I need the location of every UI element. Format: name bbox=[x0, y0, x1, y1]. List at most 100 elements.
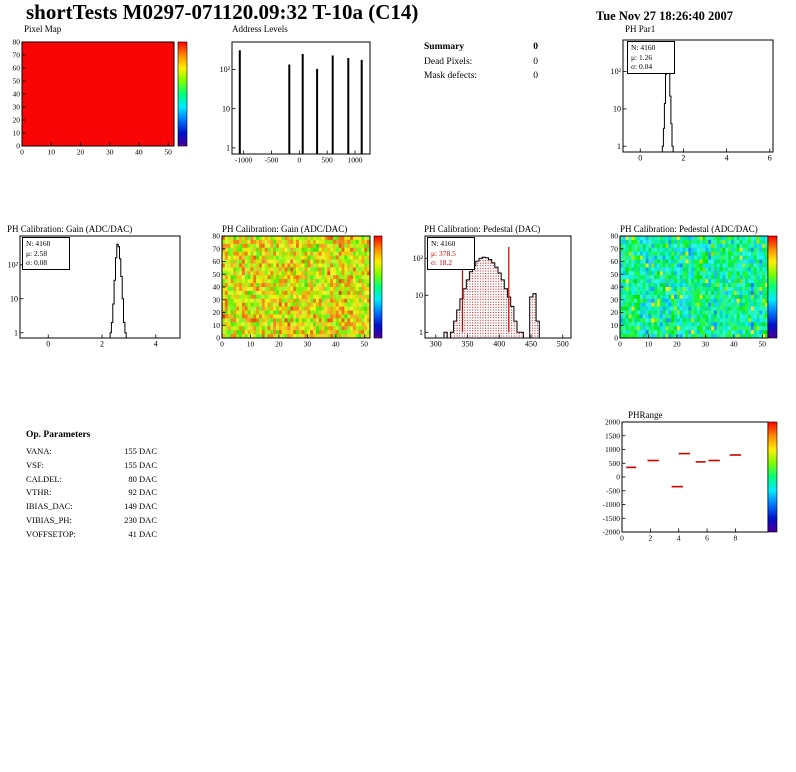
svg-text:0: 0 bbox=[638, 154, 642, 163]
svg-text:10²: 10² bbox=[8, 260, 19, 269]
svg-text:30: 30 bbox=[106, 148, 114, 157]
op-param-value: 80 DAC bbox=[128, 473, 157, 484]
svg-text:0: 0 bbox=[220, 340, 224, 349]
svg-text:6: 6 bbox=[705, 534, 709, 543]
op-parameters-title: Op. Parameters bbox=[26, 430, 91, 440]
svg-text:10: 10 bbox=[611, 321, 619, 330]
stats-box: N: 4160 μ: 1.26 σ: 0.04 bbox=[627, 41, 675, 74]
panel-ph-range: PHRange 0 2 4 6 8 2000 1500 1000 500 0 -500 -1000 -1… bbox=[586, 406, 796, 546]
op-param-label: VSF: bbox=[26, 459, 44, 470]
svg-text:-1000: -1000 bbox=[603, 500, 621, 509]
panel-pedestal-map: PH Calibration: Pedestal (ADC/DAC) 0 10 20… bbox=[600, 218, 796, 360]
summary-row: Mask defects: 0 bbox=[424, 71, 538, 81]
svg-text:4: 4 bbox=[677, 534, 681, 543]
stats-line: μ: 1.26 bbox=[631, 52, 653, 62]
svg-text:20: 20 bbox=[275, 340, 283, 349]
svg-text:10: 10 bbox=[13, 129, 21, 138]
op-param-label: IBIAS_DAC: bbox=[26, 501, 73, 512]
op-param-row: VIBIAS_PH: 230 DAC bbox=[26, 515, 157, 525]
svg-text:500: 500 bbox=[322, 156, 334, 165]
summary-row: Dead Pixels: 0 bbox=[424, 57, 538, 67]
svg-text:350: 350 bbox=[462, 340, 474, 349]
svg-text:0: 0 bbox=[620, 534, 624, 543]
svg-text:10: 10 bbox=[247, 340, 255, 349]
svg-text:10: 10 bbox=[10, 294, 18, 303]
svg-text:0: 0 bbox=[216, 334, 220, 343]
op-param-value: 230 DAC bbox=[124, 514, 157, 525]
svg-text:30: 30 bbox=[611, 295, 619, 304]
svg-text:0: 0 bbox=[614, 334, 618, 343]
op-param-row: VOFFSETOP: 41 DAC bbox=[26, 529, 157, 539]
svg-text:10: 10 bbox=[47, 148, 55, 157]
svg-text:0: 0 bbox=[46, 340, 50, 349]
svg-text:70: 70 bbox=[611, 244, 619, 253]
stats-line: N: 4160 bbox=[26, 239, 51, 248]
svg-text:0: 0 bbox=[618, 340, 622, 349]
svg-text:4: 4 bbox=[154, 340, 158, 349]
svg-text:70: 70 bbox=[213, 244, 221, 253]
gain-hist-chart: 0 2 4 1 10 10² bbox=[8, 235, 181, 349]
svg-text:0: 0 bbox=[16, 142, 20, 151]
svg-text:40: 40 bbox=[135, 148, 143, 157]
op-param-value: 155 DAC bbox=[124, 459, 157, 470]
svg-text:-500: -500 bbox=[606, 486, 620, 495]
svg-text:80: 80 bbox=[611, 232, 619, 241]
svg-text:60: 60 bbox=[213, 257, 221, 266]
stats-line: σ: 0.08 bbox=[26, 258, 48, 267]
svg-text:20: 20 bbox=[213, 308, 221, 317]
svg-text:10²: 10² bbox=[413, 254, 424, 263]
panel-address-levels: Address Levels -1000 -500 0 500 1000 1 10 10² bbox=[214, 22, 376, 172]
svg-text:10: 10 bbox=[645, 340, 653, 349]
svg-text:0: 0 bbox=[20, 148, 24, 157]
op-param-label: VTHR: bbox=[26, 487, 52, 498]
svg-text:4: 4 bbox=[725, 154, 729, 163]
summary-header-row: Summary 0 bbox=[424, 42, 538, 52]
svg-text:40: 40 bbox=[611, 283, 619, 292]
svg-text:1000: 1000 bbox=[605, 445, 620, 454]
op-param-row: CALDEL: 80 DAC bbox=[26, 474, 157, 484]
pixel-map-chart: 0 10 20 30 40 50 0 10 20 30 40 50 60 70 80 bbox=[13, 38, 188, 157]
svg-text:2: 2 bbox=[648, 534, 652, 543]
svg-text:500: 500 bbox=[609, 459, 621, 468]
svg-text:1000: 1000 bbox=[347, 156, 362, 165]
svg-text:10²: 10² bbox=[220, 65, 231, 74]
op-param-label: VIBIAS_PH: bbox=[26, 514, 72, 525]
svg-text:1500: 1500 bbox=[605, 431, 620, 440]
svg-text:20: 20 bbox=[77, 148, 85, 157]
svg-text:-500: -500 bbox=[265, 156, 279, 165]
gain-map-chart: 0 10 20 30 40 50 0 10 20 30 40 50 60 70 80 bbox=[213, 232, 383, 349]
panel-pixel-map: Pixel Map 0 10 20 30 40 50 0 10 20 30 40 50 60 70 80 bbox=[2, 22, 202, 168]
page-title: shortTests M0297-071120.09:32 T-10a (C14… bbox=[26, 0, 419, 24]
svg-text:70: 70 bbox=[13, 51, 21, 60]
svg-text:60: 60 bbox=[13, 64, 21, 73]
chart-title: PH Par1 bbox=[625, 24, 656, 34]
panel-ph-par1: PH Par1 0 2 4 6 1 10 10² N: 4160 μ: 1.26 σ: 0.… bbox=[606, 22, 796, 170]
chart-title: Pixel Map bbox=[24, 24, 62, 34]
summary-total-value: 0 bbox=[533, 42, 538, 52]
summary-block: Summary 0 Dead Pixels: 0 Mask defects: 0 bbox=[424, 42, 538, 86]
stats-line: μ: 2.58 bbox=[26, 248, 48, 258]
op-param-label: CALDEL: bbox=[26, 473, 62, 484]
op-param-value: 41 DAC bbox=[128, 528, 157, 539]
svg-text:10²: 10² bbox=[611, 67, 622, 76]
stats-line: N: 4160 bbox=[431, 239, 456, 248]
svg-text:50: 50 bbox=[13, 77, 21, 86]
svg-text:1: 1 bbox=[617, 142, 621, 151]
chart-title: Address Levels bbox=[232, 24, 288, 34]
stats-box: N: 4160 μ: 2.58 σ: 0.08 bbox=[22, 237, 70, 270]
op-param-label: VANA: bbox=[26, 446, 52, 456]
chart-title: PH Calibration: Gain (ADC/DAC) bbox=[222, 224, 348, 234]
svg-text:40: 40 bbox=[13, 90, 21, 99]
svg-text:20: 20 bbox=[611, 308, 619, 317]
summary-row-label: Mask defects: bbox=[424, 71, 478, 81]
summary-title: Summary bbox=[424, 42, 465, 52]
svg-text:-2000: -2000 bbox=[603, 528, 621, 537]
chart-title: PHRange bbox=[628, 410, 663, 420]
svg-text:0: 0 bbox=[616, 473, 620, 482]
stats-line: σ: 0.04 bbox=[631, 62, 653, 71]
chart-title: PH Calibration: Pedestal (DAC) bbox=[424, 224, 541, 234]
pedestal-map-chart: 0 10 20 30 40 50 0 10 20 30 40 50 60 70 80 bbox=[611, 232, 778, 349]
summary-row-value: 0 bbox=[533, 71, 538, 81]
svg-text:6: 6 bbox=[768, 154, 772, 163]
svg-text:1: 1 bbox=[419, 328, 423, 337]
